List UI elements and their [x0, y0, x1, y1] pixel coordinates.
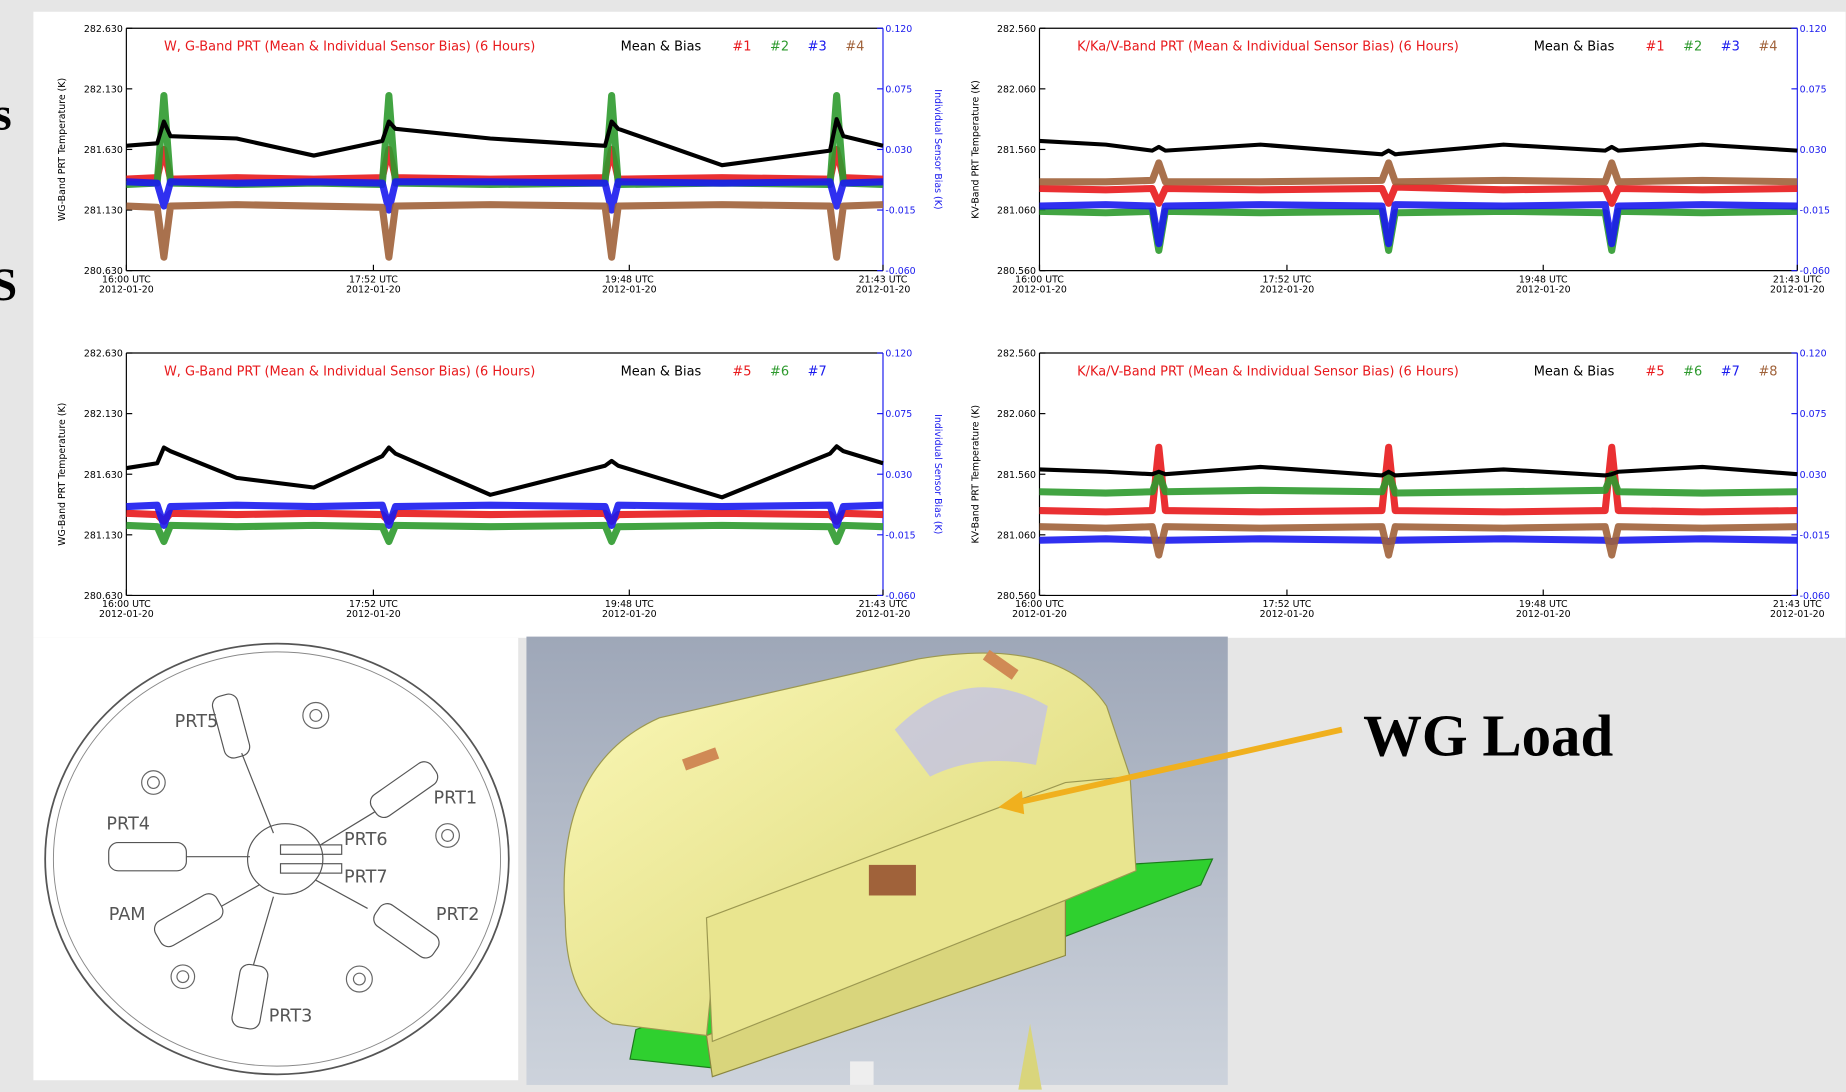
- legend-label: #7: [808, 364, 827, 379]
- load-model: [526, 637, 1227, 1090]
- y-tick-label: 281.560: [997, 145, 1036, 156]
- legend-label: #3: [808, 40, 827, 55]
- prt-diagram: PRT5 PRT1 PRT4 PRT6 PRT7 PAM PRT2 PRT3: [33, 638, 518, 1080]
- y2-tick-label: 0.120: [1800, 24, 1827, 35]
- y2-tick-label: 0.075: [885, 84, 912, 95]
- y-tick-label: 282.630: [84, 24, 123, 35]
- slide: s S PRT5: [0, 0, 1846, 1092]
- y-tick-label: 281.630: [84, 145, 123, 156]
- y-axis-title: KV-Band PRT Temperature (K): [970, 80, 981, 219]
- diagram-label: PRT2: [436, 905, 480, 925]
- x-tick-label: 17:52 UTC2012-01-20: [1260, 599, 1315, 620]
- y-tick-label: 281.630: [84, 470, 123, 481]
- diagram-label: PAM: [109, 905, 146, 925]
- diagram-label: PRT1: [433, 789, 477, 809]
- y2-tick-label: 0.030: [885, 470, 912, 481]
- side-text: S: [0, 259, 17, 311]
- annotation: WG Load: [1363, 703, 1613, 768]
- legend-label: Mean & Bias: [621, 364, 702, 379]
- x-tick-label: 21:43 UTC2012-01-20: [856, 599, 911, 620]
- chart-title: K/Ka/V-Band PRT (Mean & Individual Senso…: [1077, 40, 1459, 55]
- y2-axis-title: Individual Sensor Bias (K): [932, 89, 943, 209]
- y-tick-label: 281.060: [997, 530, 1036, 541]
- diagram-label: PRT4: [106, 815, 150, 835]
- legend-label: #5: [1646, 364, 1665, 379]
- y2-tick-label: -0.015: [1800, 206, 1830, 217]
- legend-label: #4: [1758, 40, 1777, 55]
- y2-tick-label: 0.120: [885, 349, 912, 360]
- y-tick-label: 282.060: [997, 84, 1036, 95]
- y-tick-label: 281.130: [84, 206, 123, 217]
- y-axis-title: KV-Band PRT Temperature (K): [970, 405, 981, 544]
- diagram-label: PRT5: [175, 712, 219, 732]
- y2-tick-label: 0.030: [1800, 470, 1827, 481]
- legend-label: #1: [1646, 40, 1665, 55]
- legend-label: #8: [1758, 364, 1777, 379]
- y-tick-label: 282.060: [997, 409, 1036, 420]
- legend-label: #2: [770, 40, 789, 55]
- y-tick-label: 281.560: [997, 470, 1036, 481]
- y-tick-label: 282.560: [997, 24, 1036, 35]
- page: s S PRT5: [0, 0, 1846, 1092]
- diagram-label: PRT3: [269, 1006, 313, 1026]
- y2-tick-label: 0.120: [885, 24, 912, 35]
- y-tick-label: 281.060: [997, 206, 1036, 217]
- chart-title: W, G-Band PRT (Mean & Individual Sensor …: [164, 40, 535, 55]
- diagram-label: PRT6: [344, 830, 388, 850]
- y-tick-label: 282.630: [84, 349, 123, 360]
- y-axis-title: WG-Band PRT Temperature (K): [57, 78, 68, 221]
- legend-label: #2: [1683, 40, 1702, 55]
- y2-tick-label: -0.015: [885, 530, 915, 541]
- legend-label: #6: [1683, 364, 1702, 379]
- legend-label: Mean & Bias: [1534, 364, 1615, 379]
- legend-label: #1: [732, 40, 751, 55]
- y2-tick-label: 0.120: [1800, 349, 1827, 360]
- legend-label: #4: [845, 40, 864, 55]
- y-axis-title: WG-Band PRT Temperature (K): [57, 403, 68, 546]
- y2-tick-label: 0.075: [885, 409, 912, 420]
- y2-tick-label: 0.075: [1800, 84, 1827, 95]
- legend-label: #5: [732, 364, 751, 379]
- y-tick-label: 282.130: [84, 409, 123, 420]
- y2-tick-label: 0.030: [1800, 145, 1827, 156]
- legend-label: Mean & Bias: [621, 40, 702, 55]
- legend-label: #3: [1721, 40, 1740, 55]
- y-tick-label: 282.560: [997, 349, 1036, 360]
- y2-axis-title: Individual Sensor Bias (K): [932, 414, 943, 534]
- side-text: s: [0, 88, 12, 140]
- y2-tick-label: 0.075: [1800, 409, 1827, 420]
- chart-title: K/Ka/V-Band PRT (Mean & Individual Senso…: [1077, 364, 1459, 379]
- y2-tick-label: -0.015: [1800, 530, 1830, 541]
- y2-tick-label: -0.015: [885, 206, 915, 217]
- chart-title: W, G-Band PRT (Mean & Individual Sensor …: [164, 364, 535, 379]
- legend-label: #6: [770, 364, 789, 379]
- y-tick-label: 282.130: [84, 84, 123, 95]
- y2-tick-label: 0.030: [885, 145, 912, 156]
- diagram-label: PRT7: [344, 868, 388, 888]
- y-tick-label: 281.130: [84, 530, 123, 541]
- legend-label: Mean & Bias: [1534, 40, 1615, 55]
- legend-label: #7: [1721, 364, 1740, 379]
